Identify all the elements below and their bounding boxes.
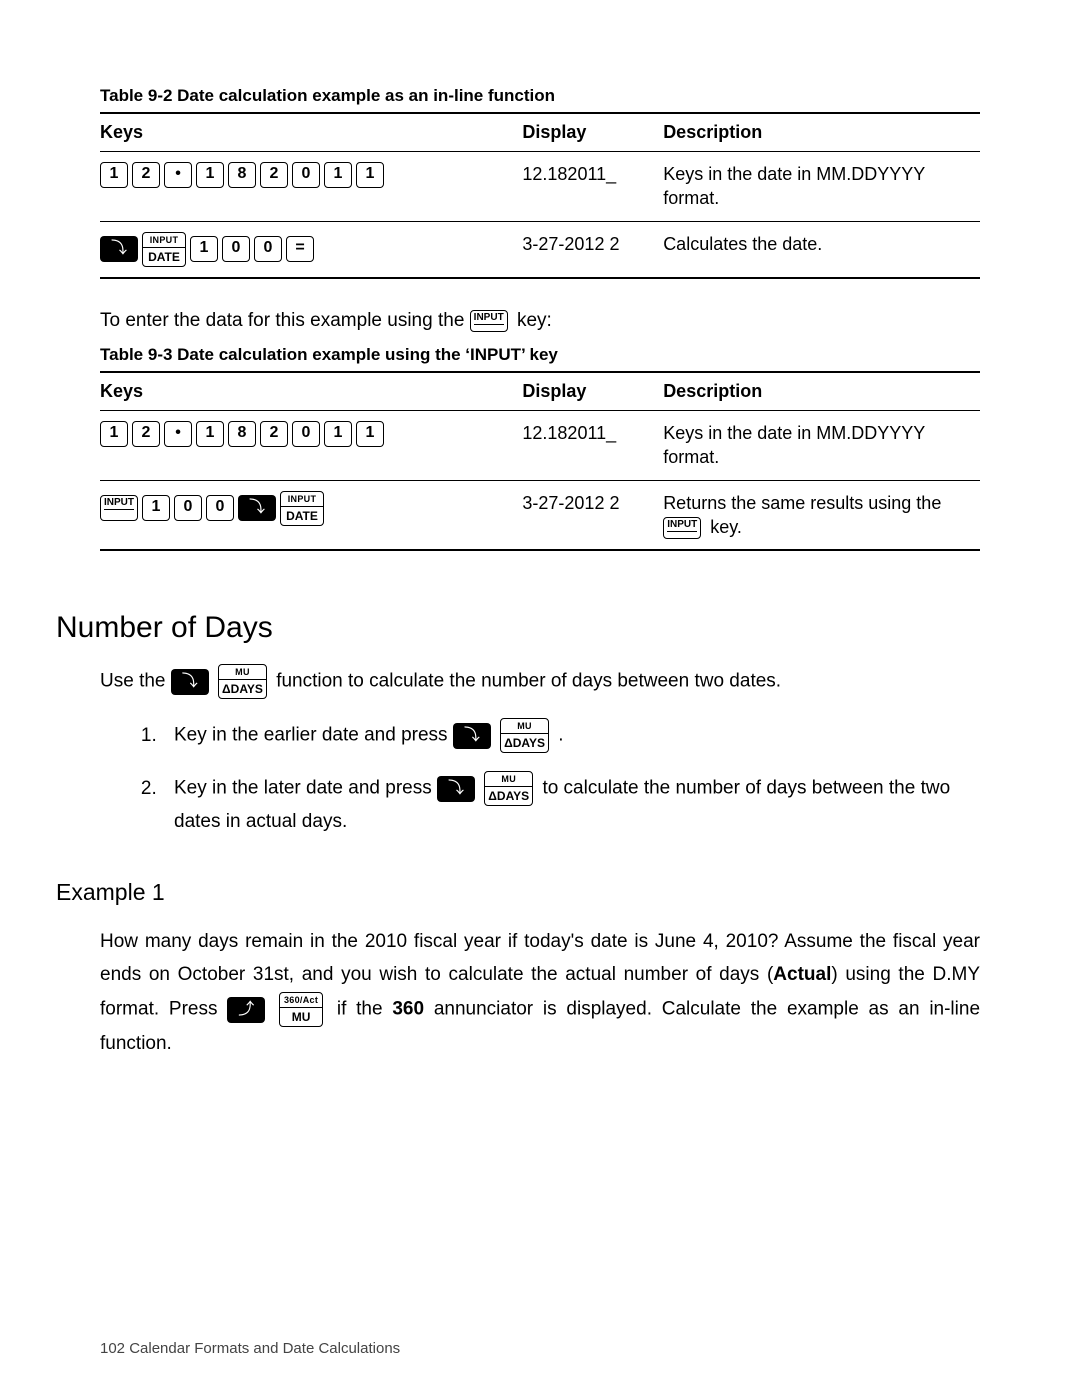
page: Table 9-2 Date calculation example as an…	[0, 0, 1080, 1397]
intro-pre: Use the	[100, 671, 171, 692]
shift-down-icon: ⤵	[100, 236, 138, 262]
key-1: 1	[324, 421, 352, 447]
key-2: 2	[132, 162, 160, 188]
table92-h-keys: Keys	[100, 113, 522, 152]
key-0: 0	[292, 162, 320, 188]
key-2: 2	[260, 162, 288, 188]
desc-post: key.	[710, 517, 742, 537]
display-cell: 3-27-2012 2	[522, 221, 663, 278]
desc-cell: Returns the same results using the INPUT…	[663, 480, 980, 550]
display-cell: 12.182011_	[522, 411, 663, 481]
360-act-key: 360/ActMU	[279, 992, 323, 1027]
number-of-days-heading: Number of Days	[56, 611, 980, 645]
display-cell: 12.182011_	[522, 152, 663, 222]
table92-caption: Table 9-2 Date calculation example as an…	[100, 86, 980, 106]
shift-down-icon: ⤵	[238, 495, 276, 521]
ex1-bold-actual: Actual	[773, 964, 831, 985]
list-item: Key in the earlier date and press ⤵ MUΔD…	[162, 718, 980, 753]
delta-days-key: MUΔDAYS	[484, 771, 533, 806]
input-key-icon: INPUT	[663, 517, 701, 539]
desc-cell: Calculates the date.	[663, 221, 980, 278]
key-eq: =	[286, 236, 314, 262]
ex1-bold-360: 360	[392, 999, 424, 1020]
key-dot: •	[164, 421, 192, 447]
mid-sentence: To enter the data for this example using…	[100, 307, 980, 336]
key-1: 1	[356, 421, 384, 447]
s1-post: .	[558, 725, 563, 746]
key-0: 0	[222, 236, 250, 262]
table93-caption: Table 9-3 Date calculation example using…	[100, 345, 980, 365]
key-8: 8	[228, 421, 256, 447]
key-1: 1	[196, 421, 224, 447]
key-1: 1	[196, 162, 224, 188]
table-row: 12•182011 12.182011_ Keys in the date in…	[100, 411, 980, 481]
shift-down-icon: ⤵	[453, 723, 491, 749]
table93-h-display: Display	[522, 372, 663, 411]
numdays-steps: Key in the earlier date and press ⤵ MUΔD…	[100, 718, 980, 838]
key-dot: •	[164, 162, 192, 188]
list-item: Key in the later date and press ⤵ MUΔDAY…	[162, 771, 980, 838]
input-date-key: INPUTDATE	[142, 232, 186, 267]
input-key-icon: INPUT	[470, 310, 508, 332]
keys-cell: 12•182011	[100, 411, 522, 481]
key-0: 0	[174, 495, 202, 521]
desc-pre: Returns the same results using the	[663, 493, 941, 513]
desc-cell: Keys in the date in MM.DDYYYY format.	[663, 152, 980, 222]
key-1: 1	[190, 236, 218, 262]
key-1: 1	[142, 495, 170, 521]
table92: Keys Display Description 12•182011 12.18…	[100, 112, 980, 279]
mid-pre: To enter the data for this example using…	[100, 310, 470, 331]
delta-days-key: MUΔDAYS	[500, 718, 549, 753]
desc-cell: Keys in the date in MM.DDYYYY format.	[663, 411, 980, 481]
key-2: 2	[260, 421, 288, 447]
table93-h-desc: Description	[663, 372, 980, 411]
key-1: 1	[100, 162, 128, 188]
page-footer: 102 Calendar Formats and Date Calculatio…	[100, 1340, 400, 1357]
s1-pre: Key in the earlier date and press	[174, 725, 453, 746]
shift-down-icon: ⤵	[437, 776, 475, 802]
mid-post: key:	[517, 310, 552, 331]
table-row: ⤵INPUTDATE100= 3-27-2012 2 Calculates th…	[100, 221, 980, 278]
example1-para: How many days remain in the 2010 fiscal …	[100, 925, 980, 1061]
input-date-key: INPUTDATE	[280, 491, 324, 526]
keys-cell: 12•182011	[100, 152, 522, 222]
key-1: 1	[324, 162, 352, 188]
keys-cell: INPUT100⤵INPUTDATE	[100, 480, 522, 550]
table92-h-display: Display	[522, 113, 663, 152]
shift-down-icon: ⤵	[171, 669, 209, 695]
key-1: 1	[356, 162, 384, 188]
ex1-mid2: if the	[337, 999, 392, 1020]
intro-post: function to calculate the number of days…	[276, 671, 781, 692]
key-0: 0	[292, 421, 320, 447]
key-0: 0	[206, 495, 234, 521]
delta-days-key: MUΔDAYS	[218, 664, 267, 699]
key-1: 1	[100, 421, 128, 447]
example1-heading: Example 1	[56, 879, 980, 906]
table-row: INPUT100⤵INPUTDATE 3-27-2012 2 Returns t…	[100, 480, 980, 550]
key-0: 0	[254, 236, 282, 262]
shift-up-icon: ⤴	[227, 997, 265, 1023]
table93: Keys Display Description 12•182011 12.18…	[100, 371, 980, 551]
key-8: 8	[228, 162, 256, 188]
table92-h-desc: Description	[663, 113, 980, 152]
numdays-intro: Use the ⤵ MUΔDAYS function to calculate …	[100, 664, 980, 699]
keys-cell: ⤵INPUTDATE100=	[100, 221, 522, 278]
s2-pre: Key in the later date and press	[174, 778, 437, 799]
table93-h-keys: Keys	[100, 372, 522, 411]
table-row: 12•182011 12.182011_ Keys in the date in…	[100, 152, 980, 222]
key-2: 2	[132, 421, 160, 447]
display-cell: 3-27-2012 2	[522, 480, 663, 550]
input-key-icon: INPUT	[100, 495, 138, 521]
